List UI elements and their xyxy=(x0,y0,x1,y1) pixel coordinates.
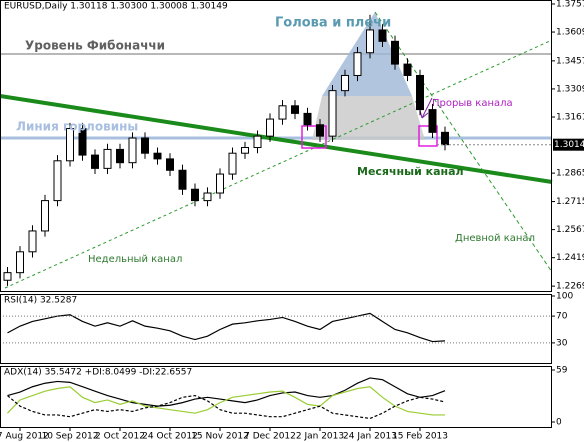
series-line xyxy=(7,386,445,416)
x-tick-label: 15 Nov 2012 xyxy=(191,432,249,442)
candle-body xyxy=(166,158,174,171)
y-tick-label: 1.34570 xyxy=(556,56,584,66)
candle-body xyxy=(228,152,237,175)
y-tick-label: 1.33090 xyxy=(556,84,584,94)
breakout-box xyxy=(418,125,438,147)
x-tick-label: 24 Jan 2013 xyxy=(343,432,397,442)
series-line xyxy=(7,394,446,420)
x-tick-label: 7 Dec 2012 xyxy=(244,432,296,442)
candle-body xyxy=(66,128,74,162)
candle-body xyxy=(28,230,37,253)
annotation: Недельный канал xyxy=(88,254,182,265)
candle-body xyxy=(328,90,337,137)
y-tick-label: 1.24190 xyxy=(556,253,584,263)
candle-body xyxy=(441,131,449,146)
candle-body xyxy=(216,173,224,194)
rsi-title: RSI(14) 32.5287 xyxy=(4,296,77,306)
x-tick-label: 24 Oct 2012 xyxy=(142,432,198,442)
weekly-channel xyxy=(4,39,553,289)
y-tick-label: 1.31610 xyxy=(556,112,584,122)
y-tick-label: 1.22690 xyxy=(556,282,584,292)
candle-body xyxy=(341,74,349,92)
candle-body xyxy=(128,137,137,164)
shoulders-shape xyxy=(312,96,425,140)
y-tick-label: 30 xyxy=(556,338,568,348)
last-price-box xyxy=(553,138,584,151)
candle-body xyxy=(403,63,412,76)
candle-body xyxy=(203,192,212,202)
candle-body xyxy=(266,118,274,137)
y-tick-label: 1.37570 xyxy=(556,0,584,9)
candle-body xyxy=(78,128,87,156)
candle-body xyxy=(53,160,62,202)
adx-frame xyxy=(0,366,552,428)
annotation: Дневной канал xyxy=(455,233,535,244)
x-tick-label: 17 Aug 2012 xyxy=(0,432,49,442)
annotation: Прорыв канала xyxy=(432,98,513,109)
rsi-frame xyxy=(0,294,552,364)
candle-body xyxy=(153,152,162,160)
candle-body xyxy=(191,188,199,202)
annotation: Голова и плечи xyxy=(275,16,391,31)
daily-channel xyxy=(374,11,553,273)
candle-body xyxy=(391,40,399,65)
candle-body xyxy=(291,105,299,114)
x-tick-label: 10 Sep 2012 xyxy=(41,432,98,442)
y-tick-label: 1.36090 xyxy=(556,28,584,38)
candle-body xyxy=(141,137,149,154)
x-tick-label: 15 Feb 2013 xyxy=(392,432,448,442)
candle-body xyxy=(303,112,312,126)
y-tick-label: 1.25670 xyxy=(556,225,584,235)
candle-body xyxy=(41,200,49,232)
candle-body xyxy=(378,29,387,42)
annotation: Месячный канал xyxy=(357,165,464,178)
candle-body xyxy=(3,272,12,281)
y-tick-label: 1.27150 xyxy=(556,197,584,207)
y-tick-label: 1.28650 xyxy=(556,169,584,179)
candle-body xyxy=(91,154,99,169)
candle-body xyxy=(241,147,249,154)
main-frame xyxy=(0,0,552,292)
candle-body xyxy=(178,169,187,190)
candle-body xyxy=(416,74,424,111)
adx-title: ADX(14) 35.5472 +DI:8.0499 -DI:22.6557 xyxy=(4,368,192,378)
y-tick-label: 70 xyxy=(556,312,568,322)
candle-body xyxy=(278,105,287,120)
candle-body xyxy=(366,29,374,54)
y-tick-label: 59 xyxy=(556,366,568,376)
x-tick-label: 2 Oct 2012 xyxy=(95,432,145,442)
candle-body xyxy=(16,251,24,274)
last-price-label: 1.30149 xyxy=(554,140,584,150)
annotation: Линия горловины xyxy=(16,120,138,134)
y-tick-label: 0 xyxy=(556,418,562,428)
candle-body xyxy=(316,124,324,137)
annotation: Уровень Фибоначчи xyxy=(25,39,165,53)
monthly-channel xyxy=(0,94,553,184)
candle-body xyxy=(116,148,124,164)
series-line xyxy=(7,312,446,343)
candle-body xyxy=(428,109,437,133)
y-tick-label: 100 xyxy=(556,292,573,302)
breakout-box xyxy=(301,125,327,149)
candle-body xyxy=(353,52,362,76)
chart-title: EURUSD,Daily 1.30118 1.30300 1.30008 1.3… xyxy=(4,2,228,12)
candle-body xyxy=(253,135,262,149)
x-tick-label: 2 Jan 2013 xyxy=(296,432,344,442)
candle-body xyxy=(103,148,112,169)
